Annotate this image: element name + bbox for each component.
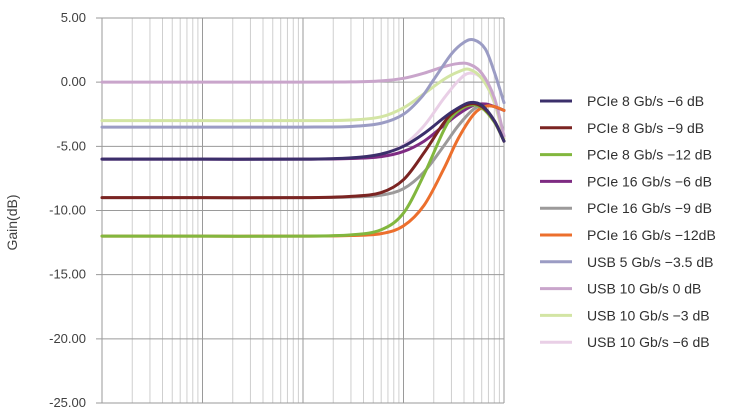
legend-entry-8: USB 10 Gb/s −3 dB [587, 307, 710, 323]
legend-entry-4: PCIe 16 Gb/s −9 dB [587, 200, 712, 216]
legend-entry-0: PCIe 8 Gb/s −6 dB [587, 93, 704, 109]
chart-grid [96, 17, 505, 404]
y-tick-label: -25.00 [49, 395, 86, 407]
chart-legend: PCIe 8 Gb/s −6 dB PCIe 8 Gb/s −9 dB PCIe 8… [540, 93, 716, 350]
y-tick-label: -20.00 [49, 331, 86, 346]
legend-entry-6: USB 5 Gb/s −3.5 dB [587, 254, 713, 270]
y-tick-label: -10.00 [49, 203, 86, 218]
chart-series-lines [100, 37, 506, 238]
series-line-7 [100, 61, 506, 138]
y-tick-label: 0.00 [61, 74, 86, 89]
y-tick-label: -5.00 [56, 138, 86, 153]
legend-entry-2: PCIe 8 Gb/s −12 dB [587, 147, 712, 163]
series-line-0 [100, 100, 506, 161]
y-tick-label: 5.00 [61, 10, 86, 25]
y-tick-labels: 5.00 0.00 -5.00 -10.00 -15.00 -20.00 -25.00 [49, 10, 86, 407]
legend-entry-9: USB 10 Gb/s −6 dB [587, 334, 710, 350]
y-axis-label: Gain(dB) [4, 194, 20, 250]
series-line-8 [100, 67, 506, 141]
legend-entry-3: PCIe 16 Gb/s −6 dB [587, 173, 712, 189]
legend-entry-1: PCIe 8 Gb/s −9 dB [587, 120, 704, 136]
legend-entry-5: PCIe 16 Gb/s −12dB [587, 227, 716, 243]
legend-entry-7: USB 10 Gb/s 0 dB [587, 281, 701, 297]
series-line-6 [100, 37, 506, 129]
y-tick-label: -15.00 [49, 267, 86, 282]
